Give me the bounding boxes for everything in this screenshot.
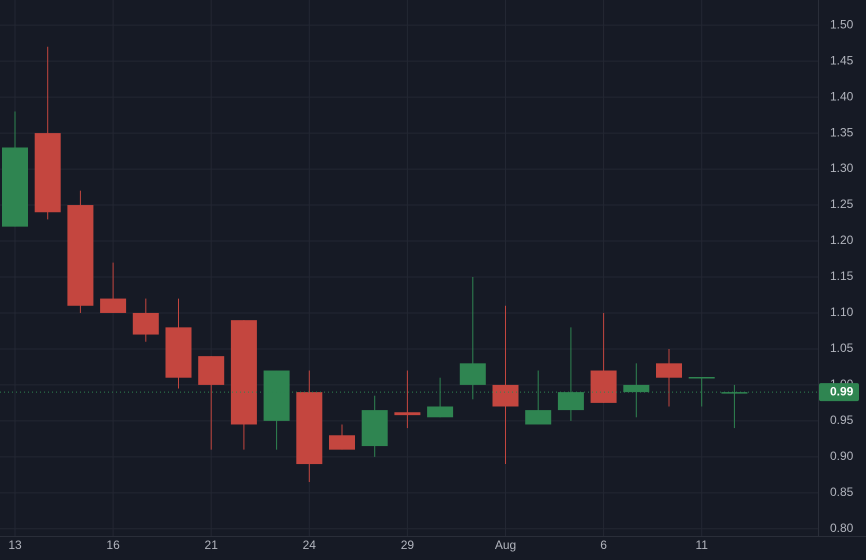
candle-body bbox=[296, 392, 323, 465]
candle-body bbox=[427, 406, 454, 418]
candle-body bbox=[525, 410, 552, 425]
y-tick-label: 1.15 bbox=[830, 269, 854, 283]
y-tick-label: 1.20 bbox=[830, 233, 854, 247]
x-tick-label: 11 bbox=[695, 538, 708, 552]
candle-body bbox=[263, 370, 290, 421]
y-tick-label: 0.90 bbox=[830, 449, 854, 463]
x-tick-label: 16 bbox=[106, 538, 120, 552]
y-tick-label: 1.05 bbox=[830, 341, 854, 355]
candle-body bbox=[721, 392, 748, 394]
candle-body bbox=[394, 412, 421, 416]
x-tick-label: 21 bbox=[205, 538, 219, 552]
y-tick-label: 1.50 bbox=[830, 17, 854, 31]
candle-body bbox=[361, 410, 388, 447]
y-tick-label: 1.10 bbox=[830, 305, 854, 319]
candle-body bbox=[198, 356, 225, 385]
candle-body bbox=[623, 384, 650, 393]
candle-body bbox=[34, 133, 61, 213]
candle-body bbox=[2, 147, 28, 227]
last-price-label: 0.99 bbox=[830, 384, 854, 398]
y-tick-label: 0.85 bbox=[830, 485, 854, 499]
y-tick-label: 0.95 bbox=[830, 413, 854, 427]
candle-body bbox=[459, 363, 486, 385]
x-tick-label: 24 bbox=[303, 538, 317, 552]
y-tick-label: 1.25 bbox=[830, 197, 854, 211]
candle-body bbox=[557, 392, 584, 411]
candle-body bbox=[656, 363, 682, 378]
y-tick-label: 1.35 bbox=[830, 125, 854, 139]
y-tick-label: 1.40 bbox=[830, 89, 854, 103]
candle-body bbox=[590, 370, 617, 403]
candle-body bbox=[132, 312, 159, 335]
x-tick-label: 13 bbox=[8, 538, 22, 552]
candle-body bbox=[100, 298, 127, 313]
candle-body bbox=[492, 384, 519, 407]
x-tick-label: 29 bbox=[401, 538, 415, 552]
candle-body bbox=[165, 327, 192, 378]
candle-body bbox=[67, 205, 94, 306]
x-tick-label: Aug bbox=[495, 538, 516, 552]
candle-body bbox=[329, 435, 355, 450]
y-tick-label: 1.30 bbox=[830, 161, 854, 175]
x-tick-label: 6 bbox=[600, 538, 607, 552]
last-price-box bbox=[819, 383, 859, 402]
candle-body bbox=[688, 376, 715, 379]
y-tick-label: 1.45 bbox=[830, 53, 854, 67]
candle-body bbox=[230, 320, 257, 425]
y-tick-label: 0.80 bbox=[830, 521, 854, 535]
